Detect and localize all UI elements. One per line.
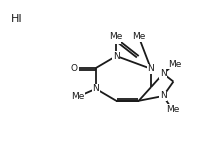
Text: O: O	[113, 34, 120, 43]
Text: N: N	[160, 92, 167, 100]
Text: N: N	[147, 64, 154, 73]
Text: Me: Me	[71, 92, 84, 101]
Text: Me: Me	[132, 32, 145, 41]
Text: Me: Me	[168, 60, 181, 68]
Text: O: O	[71, 64, 78, 72]
Text: N: N	[160, 69, 167, 78]
Text: HI: HI	[11, 14, 23, 24]
Text: Me: Me	[110, 32, 123, 41]
Text: N: N	[113, 52, 120, 60]
Text: Me: Me	[166, 105, 179, 114]
Text: N: N	[92, 84, 99, 93]
